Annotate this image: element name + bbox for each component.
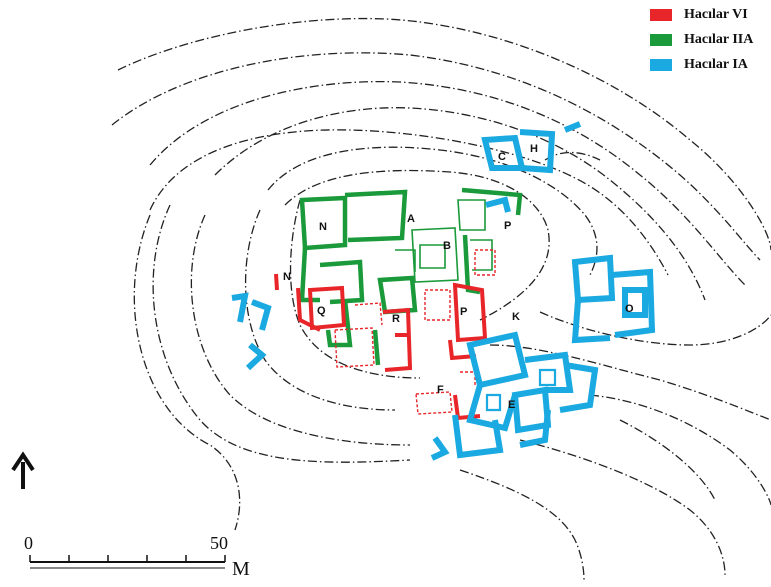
legend-label: Hacılar VI (684, 7, 748, 22)
blue-wall (571, 254, 616, 304)
contour-line (190, 214, 411, 446)
area-label-b: B (443, 240, 451, 252)
green-wall (299, 195, 348, 251)
contour-lines (111, 17, 771, 581)
area-label-c: C (498, 151, 506, 163)
area-label-n-upper: N (319, 221, 327, 233)
area-label-n-lower: N (283, 271, 291, 283)
contour-line (489, 344, 771, 421)
blue-wall (485, 196, 511, 213)
contour-line (149, 80, 746, 286)
north-arrow-icon (11, 451, 35, 489)
scale-bar (29, 555, 226, 569)
contour-line (619, 419, 716, 501)
scale-start-label: 0 (24, 533, 33, 553)
contour-line (267, 146, 598, 276)
area-label-r: R (392, 313, 400, 325)
blue-wall (519, 409, 551, 448)
contour-line (133, 214, 241, 531)
contour-line (589, 394, 771, 506)
red-wall (448, 339, 477, 361)
red-wall (354, 302, 383, 326)
blue-wall (563, 121, 582, 133)
contour-line (519, 439, 726, 576)
blue-wall (538, 368, 557, 387)
area-label-f: F (437, 384, 444, 396)
hacilar-vi-structures (274, 249, 496, 421)
green-wall (325, 329, 340, 348)
red-wall (424, 289, 451, 321)
red-wall (460, 371, 476, 385)
red-wall (415, 391, 453, 415)
green-wall (462, 234, 481, 295)
blue-wall (524, 351, 574, 393)
contour-line (149, 129, 669, 276)
legend-item-hacilar-ia: Hacılar IA (650, 56, 748, 74)
red-wall (452, 282, 488, 343)
green-wall (344, 189, 408, 243)
contour-line (289, 199, 421, 379)
green-wall (299, 247, 320, 303)
blue-wall (622, 287, 648, 318)
contour-line (152, 204, 411, 463)
green-wall (470, 239, 493, 271)
legend-item-hacilar-vi: Hacılar VI (650, 6, 748, 24)
blue-wall (611, 268, 656, 338)
green-wall (419, 244, 446, 269)
hacilar-iia-structures (299, 187, 523, 366)
green-wall (457, 199, 486, 231)
red-wall (474, 249, 496, 276)
contour-line (459, 469, 585, 581)
blue-wall (430, 436, 450, 461)
legend-item-hacilar-iia: Hacılar IIA (650, 31, 753, 49)
area-label-k: K (512, 311, 520, 323)
blue-wall (250, 299, 272, 331)
blue-wall (485, 393, 502, 412)
area-label-o: O (625, 303, 634, 315)
blue-wall (231, 292, 249, 323)
blue-wall (466, 331, 529, 389)
blue-wall (559, 362, 599, 413)
legend-swatch-red (650, 9, 672, 21)
blue-wall (452, 414, 504, 459)
area-label-h: H (530, 143, 538, 155)
blue-wall (571, 299, 611, 344)
blue-wall (245, 342, 267, 371)
area-label-p-lower: P (460, 306, 467, 318)
legend-label: Hacılar IIA (684, 32, 754, 47)
red-wall (274, 273, 279, 291)
hacilar-ia-structures (231, 121, 656, 461)
green-wall (411, 227, 459, 283)
red-wall (307, 285, 347, 331)
green-wall (395, 249, 416, 272)
legend-label: Hacılar IA (684, 57, 748, 72)
area-label-p-upper: P (504, 220, 511, 232)
blue-wall (519, 129, 556, 174)
legend-swatch-green (650, 34, 672, 46)
red-wall (382, 307, 413, 372)
green-wall (372, 329, 381, 366)
blue-wall (466, 384, 518, 432)
green-wall (340, 299, 353, 348)
area-label-e: E (508, 399, 515, 411)
contour-line (244, 209, 396, 411)
scale-unit-label: M (232, 558, 250, 580)
scale-end-label: 50 (210, 533, 228, 553)
area-labels: A B C H N N P P Q R K O F E (283, 143, 634, 411)
area-label-q: Q (317, 305, 326, 317)
contour-line (214, 107, 706, 301)
green-wall (377, 275, 418, 315)
contour-line (117, 17, 771, 251)
blue-wall (511, 386, 552, 434)
red-wall (334, 327, 375, 368)
area-label-a: A (407, 213, 415, 225)
contour-line (284, 169, 550, 321)
legend-swatch-blue (650, 59, 672, 71)
green-wall (461, 187, 523, 216)
